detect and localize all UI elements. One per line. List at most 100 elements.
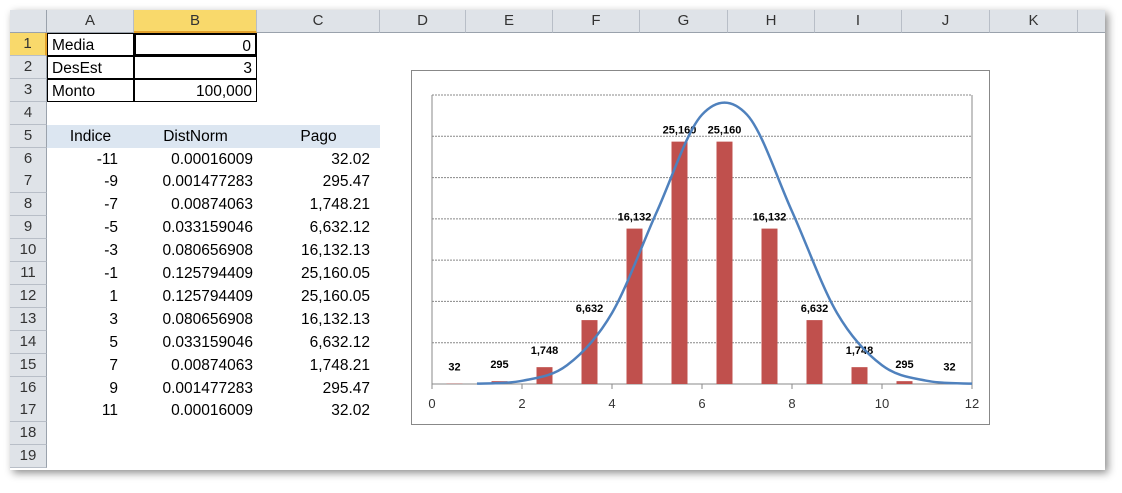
bar-data-label: 1,748 xyxy=(531,345,559,357)
row-header-6[interactable]: 6 xyxy=(10,147,47,171)
column-header-B[interactable]: B xyxy=(134,10,257,33)
indice-cell[interactable]: 9 xyxy=(109,379,118,397)
column-header-I[interactable]: I xyxy=(815,10,902,33)
row-header-4[interactable]: 4 xyxy=(10,101,47,125)
distnorm-cell[interactable]: 0.00016009 xyxy=(171,402,253,420)
bar-data-label: 32 xyxy=(943,362,955,374)
bar xyxy=(896,381,913,384)
bar xyxy=(626,228,643,384)
bar xyxy=(761,228,778,384)
row-header-2[interactable]: 2 xyxy=(10,55,47,79)
row-header-16[interactable]: 16 xyxy=(10,376,47,400)
param-value[interactable]: 0 xyxy=(134,33,257,56)
distnorm-cell[interactable]: 0.033159046 xyxy=(162,333,253,351)
indice-cell[interactable]: -3 xyxy=(104,242,118,260)
row-header-13[interactable]: 13 xyxy=(10,307,47,331)
row-header-5[interactable]: 5 xyxy=(10,124,47,148)
pago-cell[interactable]: 1,748.21 xyxy=(309,196,370,214)
bar-data-label: 6,632 xyxy=(576,303,604,315)
pago-cell[interactable]: 295.47 xyxy=(322,173,370,191)
bar-data-label: 25,160 xyxy=(708,125,742,137)
bar-data-label: 32 xyxy=(448,362,460,374)
bar-data-label: 6,632 xyxy=(801,303,829,315)
indice-cell[interactable]: -9 xyxy=(104,173,118,191)
distnorm-cell[interactable]: 0.125794409 xyxy=(162,265,253,282)
x-tick-label: 2 xyxy=(518,396,525,411)
indice-cell[interactable]: 5 xyxy=(109,333,118,351)
column-header-K[interactable]: K xyxy=(990,10,1078,33)
indice-cell[interactable]: -11 xyxy=(96,150,118,168)
bar-data-label: 295 xyxy=(895,359,913,371)
pago-cell[interactable]: 32.02 xyxy=(331,402,370,420)
param-label[interactable]: Media xyxy=(47,33,134,56)
pago-cell[interactable]: 32.02 xyxy=(331,150,370,168)
bar-data-label: 16,132 xyxy=(753,212,787,224)
row-header-9[interactable]: 9 xyxy=(10,216,47,240)
row-header-3[interactable]: 3 xyxy=(10,78,47,102)
column-header-F[interactable]: F xyxy=(553,10,640,33)
row-header-18[interactable]: 18 xyxy=(10,422,47,446)
row-header-11[interactable]: 11 xyxy=(10,262,47,285)
row-header-7[interactable]: 7 xyxy=(10,170,47,194)
indice-cell[interactable]: -1 xyxy=(104,265,118,282)
pago-cell[interactable]: 295.47 xyxy=(322,379,370,397)
bar-data-label: 16,132 xyxy=(618,212,652,224)
distnorm-cell[interactable]: 0.080656908 xyxy=(162,242,253,260)
bar-data-label: 295 xyxy=(490,359,508,371)
row-header-15[interactable]: 15 xyxy=(10,353,47,377)
distnorm-cell[interactable]: 0.00874063 xyxy=(171,196,253,214)
param-value[interactable]: 3 xyxy=(134,55,257,79)
distnorm-cell[interactable]: 0.00016009 xyxy=(171,150,253,168)
table-header[interactable]: Indice xyxy=(47,124,134,148)
row-header-19[interactable]: 19 xyxy=(10,445,47,469)
column-header-E[interactable]: E xyxy=(466,10,553,33)
indice-cell[interactable]: -5 xyxy=(104,219,118,237)
table-header[interactable]: Pago xyxy=(257,124,380,148)
pago-cell[interactable]: 25,160.05 xyxy=(301,287,370,305)
chart[interactable]: 0 2 4 6 8 10 12 32 295 1,748 6,632 16,132 25,160 25,1… xyxy=(411,70,990,425)
indice-cell[interactable]: 3 xyxy=(109,310,118,328)
select-all-corner[interactable] xyxy=(10,10,47,33)
pago-cell[interactable]: 16,132.13 xyxy=(301,242,370,260)
pago-cell[interactable]: 25,160.05 xyxy=(301,265,370,282)
table-header[interactable]: DistNorm xyxy=(134,124,257,148)
bar xyxy=(716,141,733,384)
column-header-C[interactable]: C xyxy=(257,10,380,33)
distnorm-cell[interactable]: 0.00874063 xyxy=(171,356,253,374)
param-label[interactable]: Monto xyxy=(47,78,134,102)
distnorm-cell[interactable]: 0.080656908 xyxy=(162,310,253,328)
indice-cell[interactable]: 11 xyxy=(101,402,118,420)
x-tick-label: 12 xyxy=(965,396,979,411)
row-header-1[interactable]: 1 xyxy=(10,33,47,56)
bar-data-label: 1,748 xyxy=(846,345,874,357)
column-header-G[interactable]: G xyxy=(640,10,728,33)
distnorm-cell[interactable]: 0.001477283 xyxy=(162,379,253,397)
row-header-17[interactable]: 17 xyxy=(10,399,47,423)
column-header-partial[interactable] xyxy=(1078,10,1105,33)
bar xyxy=(806,320,823,384)
pago-cell[interactable]: 6,632.12 xyxy=(309,219,370,237)
param-value[interactable]: 100,000 xyxy=(134,78,257,102)
indice-cell[interactable]: 1 xyxy=(109,287,118,305)
distnorm-cell[interactable]: 0.001477283 xyxy=(162,173,253,191)
row-header-12[interactable]: 12 xyxy=(10,284,47,308)
row-header-10[interactable]: 10 xyxy=(10,239,47,263)
x-tick-label: 0 xyxy=(428,396,435,411)
row-header-8[interactable]: 8 xyxy=(10,193,47,217)
indice-cell[interactable]: 7 xyxy=(109,356,118,374)
row-header-14[interactable]: 14 xyxy=(10,330,47,354)
x-tick-label: 4 xyxy=(608,396,615,411)
pago-cell[interactable]: 16,132.13 xyxy=(301,310,370,328)
pago-cell[interactable]: 1,748.21 xyxy=(309,356,370,374)
distnorm-cell[interactable]: 0.125794409 xyxy=(162,287,253,305)
column-header-J[interactable]: J xyxy=(902,10,990,33)
column-header-D[interactable]: D xyxy=(380,10,466,33)
distnorm-cell[interactable]: 0.033159046 xyxy=(162,219,253,237)
indice-cell[interactable]: -7 xyxy=(104,196,118,214)
param-label[interactable]: DesEst xyxy=(47,55,134,79)
column-header-H[interactable]: H xyxy=(728,10,815,33)
pago-cell[interactable]: 6,632.12 xyxy=(309,333,370,351)
column-header-A[interactable]: A xyxy=(47,10,134,33)
bar xyxy=(581,320,598,384)
